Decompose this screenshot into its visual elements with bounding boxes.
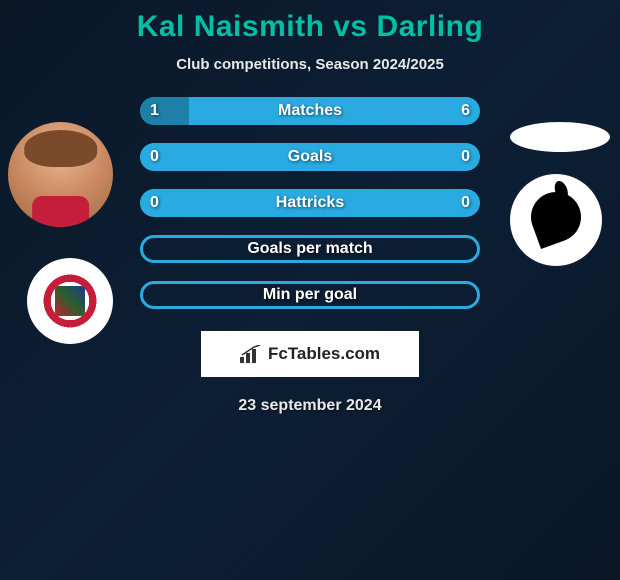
stat-row: 1 Matches 6 [140,97,480,125]
chart-icon [240,345,262,363]
stats-list: 1 Matches 6 0 Goals 0 0 Hattricks 0 Goals per mat… [140,97,480,309]
stat-row: 0 Hattricks 0 [140,189,480,217]
stat-row: Min per goal [140,281,480,309]
stat-value-right: 6 [461,102,470,120]
stat-label: Matches [278,102,342,120]
date-label: 23 september 2024 [238,397,381,415]
club-badge-right [510,174,602,266]
subtitle: Club competitions, Season 2024/2025 [176,56,444,73]
stat-row: 0 Goals 0 [140,143,480,171]
stat-label: Goals per match [247,240,372,258]
stat-value-right: 0 [461,148,470,166]
stat-fill-left [140,97,189,125]
brand-box: FcTables.com [201,331,419,377]
stat-label: Goals [288,148,332,166]
player-right-avatar [510,122,610,152]
comparison-card: Kal Naismith vs Darling Club competition… [0,0,620,425]
stat-row: Goals per match [140,235,480,263]
stat-value-left: 1 [150,102,159,120]
brand-text: FcTables.com [268,344,380,364]
stat-label: Hattricks [276,194,344,212]
stat-label: Min per goal [263,286,357,304]
stat-value-left: 0 [150,194,159,212]
stat-value-right: 0 [461,194,470,212]
club-badge-left [27,258,113,344]
page-title: Kal Naismith vs Darling [137,10,484,44]
player-left-avatar [8,122,113,227]
stat-value-left: 0 [150,148,159,166]
